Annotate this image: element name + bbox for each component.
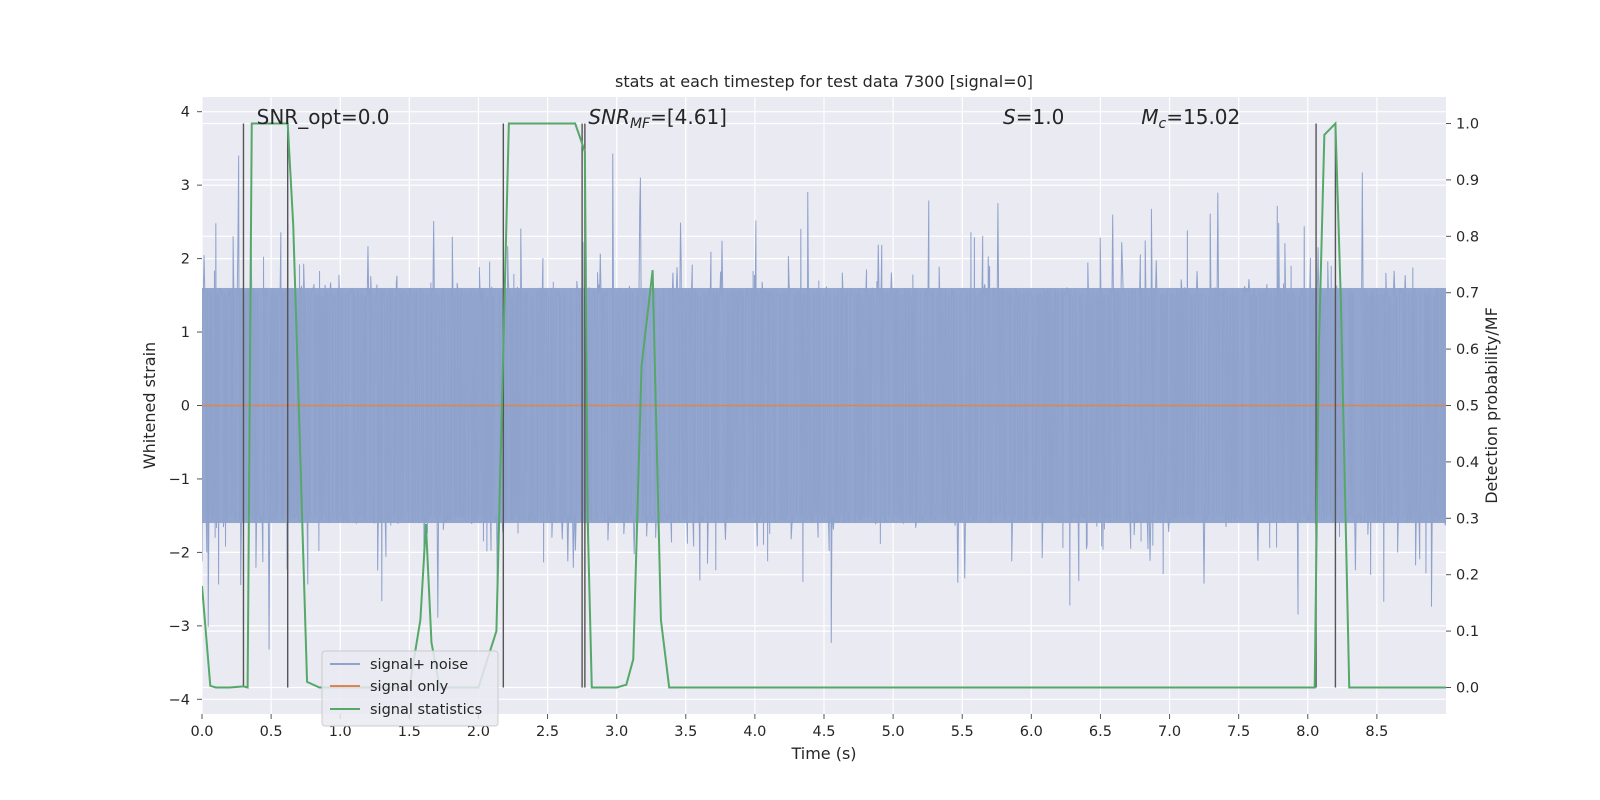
y2-tick-label: 1.0 <box>1456 117 1479 133</box>
data-layer <box>202 121 1446 689</box>
y2-tick-label: 0.5 <box>1456 399 1479 415</box>
y-tick-label: 0 <box>181 399 190 415</box>
x-tick-label: 2.0 <box>467 724 490 740</box>
x-tick-label: 0.0 <box>190 724 213 740</box>
y-tick-label: −2 <box>169 545 190 561</box>
x-tick-label: 7.0 <box>1158 724 1181 740</box>
y2-tick-label: 0.2 <box>1456 568 1479 584</box>
legend: signal+ noise signal only signal statist… <box>321 650 499 727</box>
annotation: SNRMF=[4.61] <box>588 105 727 132</box>
x-tick-label: 3.5 <box>674 724 697 740</box>
ticks: 0.0 0.5 1.0 1.5 2.0 2.5 3.0 3.5 4.0 4.5 5.0 5.5 6.0 6… <box>169 105 1479 740</box>
x-tick-label: 6.5 <box>1089 724 1112 740</box>
x-tick-label: 8.5 <box>1365 724 1388 740</box>
y2-tick-label: 0.6 <box>1456 342 1479 358</box>
x-tick-label: 4.0 <box>743 724 766 740</box>
x-tick-label: 5.0 <box>882 724 905 740</box>
y-tick-label: −4 <box>169 692 190 708</box>
x-tick-label: 1.5 <box>398 724 421 740</box>
x-tick-label: 2.5 <box>536 724 559 740</box>
x-axis-label: Time (s) <box>790 744 856 763</box>
x-tick-label: 5.5 <box>951 724 974 740</box>
y2-axis-label: Detection probability/MF <box>1482 307 1501 504</box>
x-tick-label: 6.0 <box>1020 724 1043 740</box>
y2-tick-label: 0.0 <box>1456 680 1479 696</box>
x-tick-label: 1.0 <box>329 724 352 740</box>
legend-entry-signal-statistics: signal statistics <box>370 702 482 718</box>
legend-box <box>321 650 499 727</box>
y-tick-label: 3 <box>181 178 190 194</box>
x-tick-label: 3.0 <box>605 724 628 740</box>
y2-tick-label: 0.4 <box>1456 455 1479 471</box>
y2-tick-label: 0.8 <box>1456 229 1479 245</box>
y2-tick-label: 0.7 <box>1456 286 1479 302</box>
x-tick-label: 7.5 <box>1227 724 1250 740</box>
y2-tick-label: 0.3 <box>1456 511 1479 527</box>
x-tick-label: 8.0 <box>1296 724 1319 740</box>
y-tick-label: −3 <box>169 619 190 635</box>
signal-statistics-line <box>202 121 1446 689</box>
y2-tick-label: 0.1 <box>1456 624 1479 640</box>
annotation: S=1.0 <box>1003 105 1064 129</box>
x-tick-label: 4.5 <box>812 724 835 740</box>
legend-entry-signal-only: signal only <box>370 679 449 695</box>
annotation: Mc=15.02 <box>1141 105 1240 132</box>
y-tick-label: 4 <box>181 105 190 121</box>
y-axis-label: Whitened strain <box>140 342 159 469</box>
chart-title: stats at each timestep for test data 730… <box>615 72 1033 91</box>
y2-tick-label: 0.9 <box>1456 173 1479 189</box>
signal-noise-line <box>202 153 1446 650</box>
legend-entry-signal-noise: signal+ noise <box>370 657 468 673</box>
x-tick-label: 0.5 <box>260 724 283 740</box>
y-tick-label: 2 <box>181 252 190 268</box>
annotation: SNR_opt=0.0 <box>257 105 390 129</box>
y-tick-label: 1 <box>181 325 190 341</box>
annotations: SNR_opt=0.0 SNRMF=[4.61] S=1.0 Mc=15.02 <box>257 105 1241 132</box>
y-tick-label: −1 <box>169 472 190 488</box>
